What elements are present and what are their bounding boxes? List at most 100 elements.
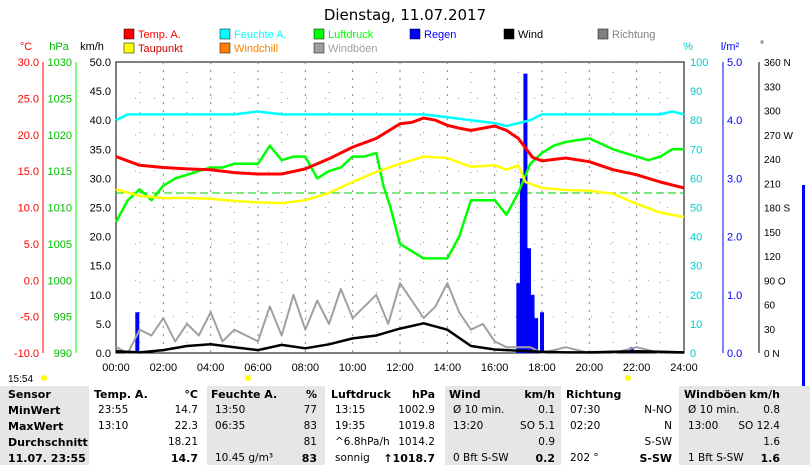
wind-axis-tick: 45.0 <box>90 86 111 98</box>
direction-axis-tick: 120 <box>764 252 781 263</box>
table-cell-value: 18.21 <box>167 436 198 448</box>
x-tick-label: 08:00 <box>292 362 320 374</box>
table-cell-meta: ^6.8hPa/h <box>335 436 390 448</box>
table-cell-value: 0.1 <box>538 404 555 416</box>
humidity-axis-tick: 100 <box>690 57 708 69</box>
table-cell-meta: sonnig <box>335 452 370 464</box>
humidity-axis-tick: 70 <box>690 144 702 156</box>
rain-unit-label: l/m² <box>721 41 740 53</box>
legend-swatch <box>313 28 325 40</box>
table-cell-meta: 202 ° <box>570 452 599 464</box>
table-cell-meta: 02:20 <box>570 420 601 432</box>
x-tick-label: 02:00 <box>150 362 178 374</box>
temp-axis-tick: 15.0 <box>18 166 39 178</box>
humidity-axis-tick: 40 <box>690 232 702 244</box>
rain-bar <box>540 312 544 353</box>
table-cell-value: 1.6 <box>760 452 781 465</box>
temp-axis-tick: 30.0 <box>18 57 39 69</box>
table-band-sensor <box>0 386 89 465</box>
humidity-axis-tick: 90 <box>690 86 702 98</box>
table-cell-value: N-NO <box>644 404 672 416</box>
table-cell-meta: Ø 10 min. <box>453 404 505 416</box>
table-cell-value: 14.7 <box>174 404 198 416</box>
table-cell-value: 1.6 <box>763 436 780 448</box>
table-cell-meta: Ø 10 min. <box>688 404 740 416</box>
humidity-axis-tick: 30 <box>690 261 702 273</box>
rain-axis-tick: 2.0 <box>727 232 742 244</box>
table-cell-meta: 1 Bft S-SW <box>688 452 744 464</box>
table-cell-value: 83 <box>303 420 317 432</box>
table-cell-value: 81 <box>303 436 317 448</box>
legend-label: Temp. A. <box>138 29 181 41</box>
table-cell-meta: 07:30 <box>570 404 601 416</box>
legend-swatch <box>123 42 135 54</box>
x-tick-label: 14:00 <box>434 362 462 374</box>
pressure-axis-tick: 1030 <box>48 57 72 69</box>
table-row-label: MinWert <box>8 404 61 417</box>
table-header-unit: km/h <box>524 388 555 401</box>
windboen-series <box>115 282 684 354</box>
x-tick-label: 22:00 <box>623 362 651 374</box>
table-band-wind <box>445 386 561 465</box>
direction-axis-tick: 180 S <box>764 204 790 215</box>
legend-label: Windböen <box>328 43 378 55</box>
table-cell-value: 83 <box>301 452 317 465</box>
legend-label: Windchill <box>234 43 278 55</box>
table-cell-value: 0.9 <box>538 436 555 448</box>
legend-swatch <box>503 28 515 40</box>
table-cell-meta: 19:35 <box>335 420 366 432</box>
rain-axis-tick: 4.0 <box>727 115 742 127</box>
temp-axis-tick: -10.0 <box>14 348 39 360</box>
direction-axis-tick: 330 <box>764 82 781 93</box>
wind-axis-tick: 30.0 <box>90 173 111 185</box>
wind-axis-tick: 15.0 <box>90 261 111 273</box>
table-cell-meta: 10.45 g/m³ <box>215 452 274 464</box>
table-cell-value: 1002.9 <box>398 404 435 416</box>
x-tick-label: 10:00 <box>339 362 367 374</box>
rain-bar <box>530 294 535 353</box>
direction-axis-tick: 300 <box>764 107 781 118</box>
table-header: Wind <box>449 388 481 401</box>
pressure-axis-tick: 995 <box>54 312 72 324</box>
table-header-unit: hPa <box>411 388 435 401</box>
table-band-feuchte <box>207 386 325 465</box>
humidity-axis-tick: 50 <box>690 203 702 215</box>
table-header: Sensor <box>8 388 51 401</box>
table-header-unit: °C <box>184 388 198 401</box>
table-cell-value: 1019.8 <box>398 420 435 432</box>
wind-axis-tick: 40.0 <box>90 115 111 127</box>
table-cell-value: N <box>664 420 672 432</box>
sunset-marker <box>625 375 631 381</box>
humidity-axis-tick: 0 <box>690 348 696 360</box>
table-cell-value: 0.2 <box>535 452 556 465</box>
rain-axis-tick: 5.0 <box>727 57 742 69</box>
rain-bar <box>523 73 528 353</box>
direction-axis-tick: 0 N <box>764 349 780 360</box>
pressure-axis-tick: 1020 <box>48 130 72 142</box>
table-cell-meta: 0 Bft S-SW <box>453 452 509 464</box>
table-cell-meta: 13:15 <box>335 404 366 416</box>
rain-axis-tick: 3.0 <box>727 173 742 185</box>
table-cell-value: SO 12.4 <box>738 420 780 432</box>
temp-axis-tick: 5.0 <box>24 239 39 251</box>
rain-bar <box>534 318 539 353</box>
direction-axis-tick: 30 <box>764 325 776 336</box>
temp-axis-tick: 20.0 <box>18 130 39 142</box>
stats-table: Sensor Temp. A. °C Feuchte A.% Luftdruck hPa W… <box>0 386 810 465</box>
table-cell-value: S-SW <box>644 436 672 448</box>
rain-bar <box>519 178 524 353</box>
temp-axis-tick: 25.0 <box>18 93 39 105</box>
wind-axis-tick: 20.0 <box>90 232 111 244</box>
legend-label: Regen <box>424 29 456 41</box>
legend-swatch <box>313 42 325 54</box>
direction-axis-tick: 60 <box>764 301 776 312</box>
direction-axis-tick: 360 N <box>764 58 791 69</box>
table-row-label: Durchschnitt <box>8 436 88 449</box>
legend-label: Feuchte A. <box>234 29 287 41</box>
humidity-unit-label: % <box>683 41 693 53</box>
table-cell-value: ↑1018.7 <box>383 452 435 465</box>
feuchte-series <box>115 110 685 128</box>
direction-axis-tick: 150 <box>764 228 781 239</box>
direction-axis-tick: 210 <box>764 179 781 190</box>
x-tick-label: 04:00 <box>197 362 225 374</box>
